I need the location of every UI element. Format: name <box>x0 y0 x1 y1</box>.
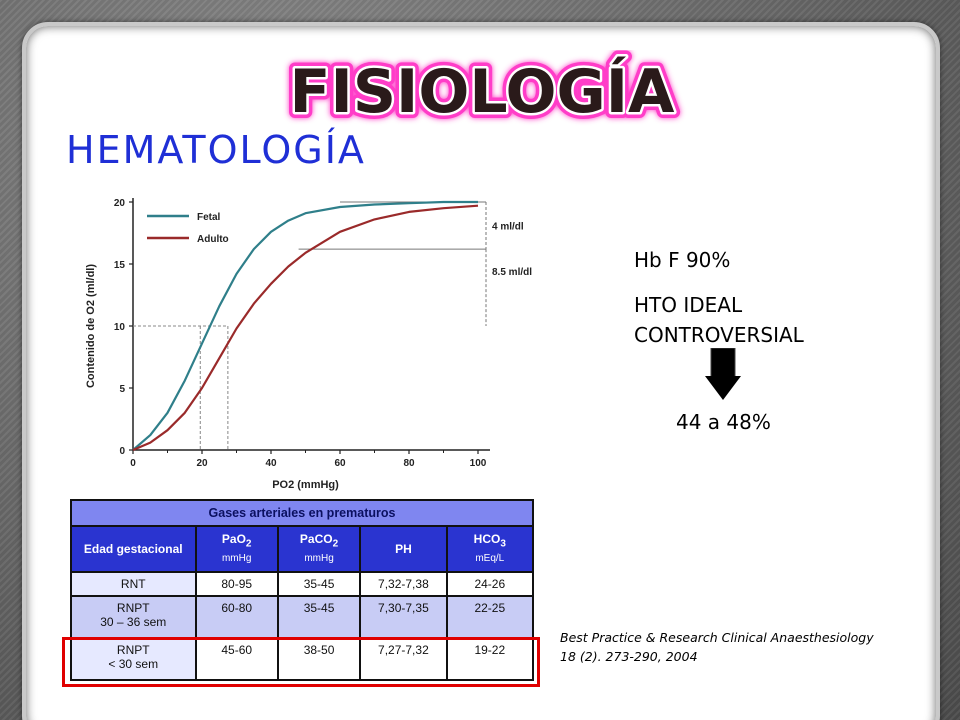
cell-paco2: 35-45 <box>276 595 362 639</box>
hb-f-text: Hb F 90% <box>634 248 731 272</box>
legend-label-adulto: Adulto <box>197 234 229 245</box>
y-axis-label: Contenido de O2 (ml/dl) <box>85 264 97 388</box>
citation-line-1: Best Practice & Research Clinical Anaest… <box>560 630 874 645</box>
header-pao2-unit: mmHg <box>221 552 252 564</box>
legend-label-fetal: Fetal <box>197 212 221 223</box>
cell-hco3: 22-25 <box>445 595 535 639</box>
row-label-sub: < 30 sem <box>108 657 159 671</box>
subtitle: HEMATOLOGÍA <box>66 128 366 172</box>
hto-range-text: 44 a 48% <box>676 410 771 434</box>
highlight-box <box>62 637 540 687</box>
x-tick-label: 80 <box>403 458 415 469</box>
citation: Best Practice & Research Clinical Anaest… <box>560 628 874 666</box>
cell-hco3: 24-26 <box>445 571 535 597</box>
series-line-fetal <box>132 200 478 451</box>
blood-gas-table: Gases arteriales en prematuros Edad gest… <box>70 499 535 681</box>
header-hco3-sub: 3 <box>500 538 506 550</box>
y-tick-label: 5 <box>119 384 125 395</box>
header-hco3: HCO3 mEq/L <box>445 525 535 573</box>
header-paco2: PaCO2 mmHg <box>276 525 362 573</box>
main-title-outline: FISIOLOGÍA <box>290 55 676 127</box>
cell-paco2: 35-45 <box>276 571 362 597</box>
header-edad: Edad gestacional <box>70 525 197 573</box>
cell-pao2: 60-80 <box>194 595 279 639</box>
x-tick-label: 60 <box>334 458 346 469</box>
header-hco3-unit: mEq/L <box>475 552 505 564</box>
header-paco2-sub: 2 <box>332 538 339 550</box>
header-edad-label: Edad gestacional <box>83 542 183 556</box>
main-title-text: FISIOLOGÍA <box>290 55 676 127</box>
cell-paco2: 38-50 <box>276 637 362 681</box>
row-label: RNPT < 30 sem <box>70 637 197 681</box>
header-hco3-label: HCO <box>473 532 501 547</box>
series-line-adulto <box>132 204 479 452</box>
y-tick-label: 15 <box>114 260 126 271</box>
citation-line-2: 18 (2). 273-290, 2004 <box>560 649 698 664</box>
header-paco2-unit: mmHg <box>304 552 334 564</box>
row-label-main: RNPT <box>116 643 150 657</box>
table-caption-row: Gases arteriales en prematuros <box>70 499 534 527</box>
cell-pao2: 80-95 <box>194 571 279 597</box>
annotation-label: 8.5 ml/dl <box>492 267 532 278</box>
y-tick-label: 20 <box>114 198 126 209</box>
y-tick-label: 10 <box>114 322 126 333</box>
row-label: RNT <box>70 571 197 597</box>
x-tick-label: 0 <box>130 458 136 469</box>
table-header-row: Edad gestacional PaO2 mmHg PaCO2 mmHg PH… <box>70 525 535 573</box>
hto-line-1: HTO IDEAL <box>634 293 743 317</box>
cell-ph: 7,30-7,35 <box>359 595 448 639</box>
oxygen-content-chart: 0 5 10 15 20 0 20 40 60 80 100 PO2 (mmHg) Contenido … <box>85 198 532 491</box>
row-label-sub: 30 – 36 sem <box>100 615 167 629</box>
row-label: RNPT 30 – 36 sem <box>70 595 197 639</box>
header-pao2-label: PaO <box>221 532 246 547</box>
cell-ph: 7,27-7,32 <box>359 637 448 681</box>
x-tick-label: 100 <box>470 458 487 469</box>
cell-ph: 7,32-7,38 <box>359 571 448 597</box>
annotation-label: 4 ml/dl <box>492 222 524 233</box>
cell-pao2: 45-60 <box>194 637 279 681</box>
header-pao2-sub: 2 <box>245 538 252 550</box>
table-row: RNPT < 30 sem 45-60 38-50 7,27-7,32 19-2… <box>70 637 535 681</box>
table-row: RNPT 30 – 36 sem 60-80 35-45 7,30-7,35 2… <box>70 595 535 639</box>
row-label-main: RNPT <box>116 601 150 615</box>
main-title-glow: FISIOLOGÍA <box>290 55 676 127</box>
x-axis-label: PO2 (mmHg) <box>272 479 339 491</box>
header-ph-label: PH <box>395 542 412 556</box>
table-row: RNT 80-95 35-45 7,32-7,38 24-26 <box>70 571 535 597</box>
hto-line-2: CONTROVERSIAL <box>634 323 804 347</box>
x-tick-label: 40 <box>265 458 277 469</box>
down-arrow-icon <box>705 348 741 400</box>
x-tick-label: 20 <box>196 458 208 469</box>
header-paco2-label: PaCO <box>299 532 333 547</box>
main-title: FISIOLOGÍA FISIOLOGÍA FISIOLOGÍA <box>284 50 682 130</box>
cell-hco3: 19-22 <box>445 637 535 681</box>
header-pao2: PaO2 mmHg <box>194 525 279 573</box>
table-caption: Gases arteriales en prematuros <box>70 499 534 527</box>
y-tick-label: 0 <box>119 446 125 457</box>
header-ph: PH <box>359 525 448 573</box>
hto-text: HTO IDEAL CONTROVERSIAL <box>634 290 804 350</box>
